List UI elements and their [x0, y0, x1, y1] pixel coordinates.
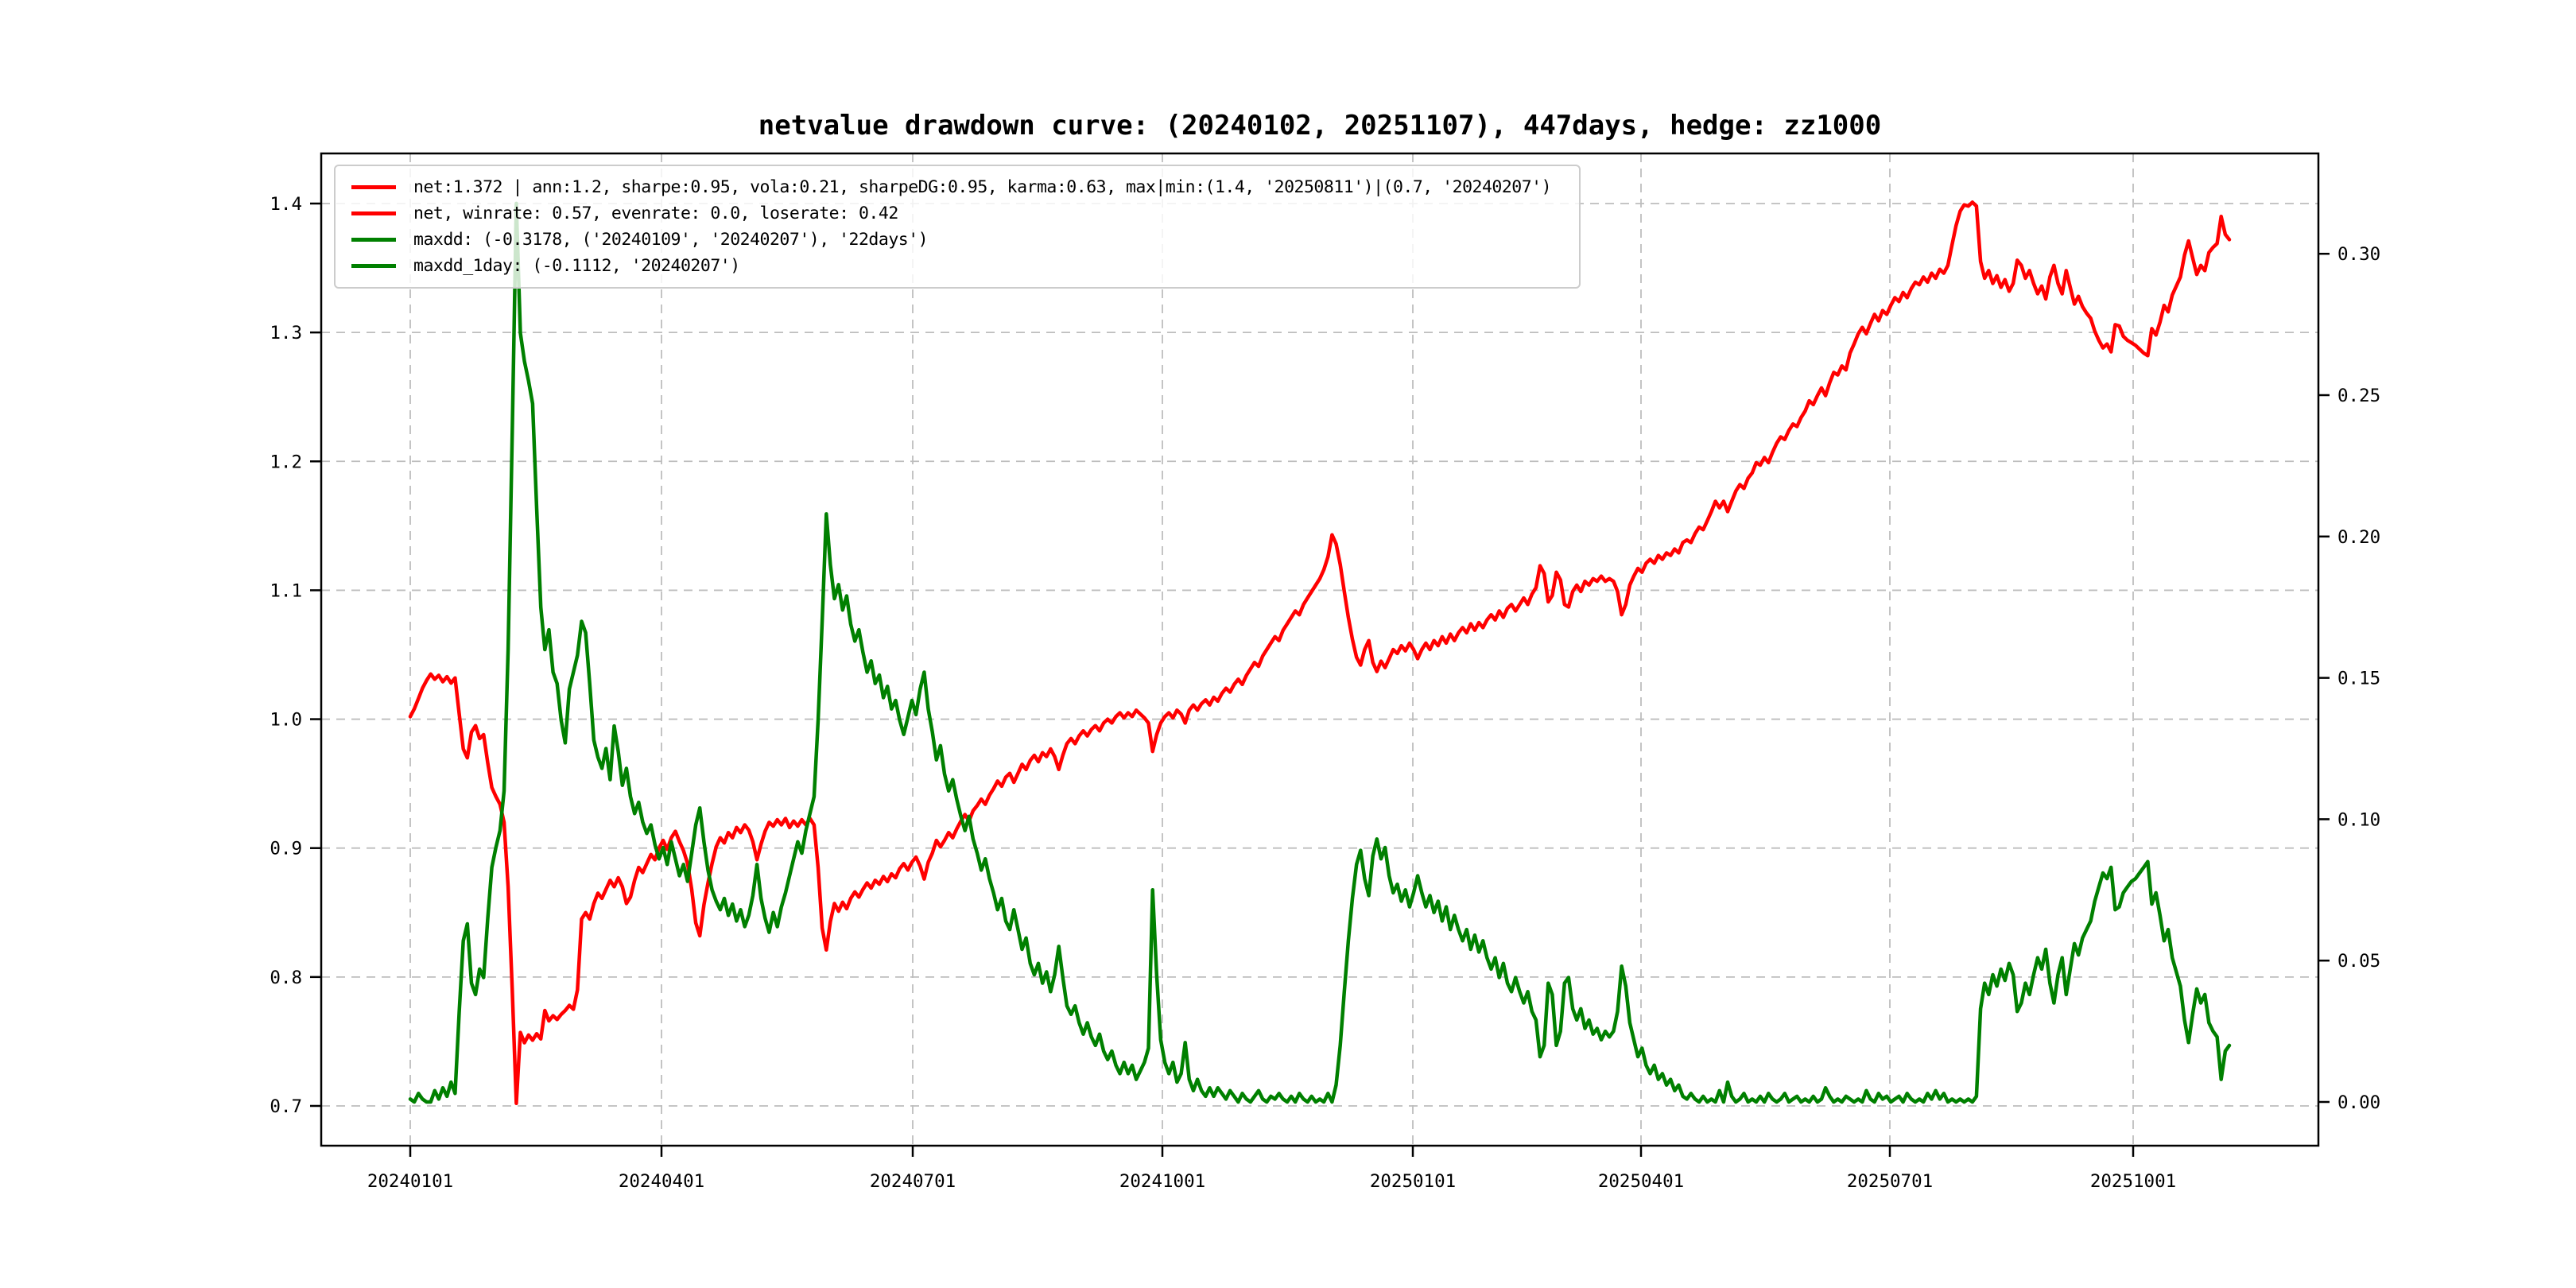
- x-tick-label: 20240701: [870, 1171, 956, 1192]
- y-left-tick-label: 1.1: [270, 580, 302, 601]
- plot-border: [320, 152, 2320, 1147]
- y-right-tick-label: 0.25: [2337, 386, 2380, 406]
- chart-title: netvalue drawdown curve: (20240102, 2025…: [758, 110, 1882, 142]
- legend-line-swatch: [351, 238, 396, 242]
- maxdd-line: [408, 201, 2232, 1104]
- legend-line-swatch: [351, 211, 396, 215]
- legend-label: net, winrate: 0.57, evenrate: 0.0, loser…: [413, 204, 898, 223]
- y-right-tick-label: 0.15: [2337, 669, 2380, 689]
- x-tick-label: 20250701: [1847, 1171, 1933, 1192]
- net-line: [408, 200, 2232, 1105]
- x-tick-label: 20250101: [1370, 1171, 1456, 1192]
- y-right-tick-label: 0.05: [2337, 951, 2380, 972]
- legend-row-3: maxdd_1day: (-0.1112, '20240207'): [336, 253, 1579, 279]
- y-right-tick-label: 0.20: [2337, 527, 2380, 548]
- y-right-tick-label: 0.30: [2337, 244, 2380, 265]
- y-right-tick-label: 0.00: [2337, 1092, 2380, 1113]
- x-tick-label: 20251001: [2090, 1171, 2176, 1192]
- legend-line-swatch: [351, 264, 396, 268]
- legend-label: maxdd_1day: (-0.1112, '20240207'): [413, 256, 740, 276]
- x-tick-label: 20240401: [619, 1171, 704, 1192]
- y-left-tick-label: 0.9: [270, 839, 302, 859]
- legend-label: net:1.372 | ann:1.2, sharpe:0.95, vola:0…: [413, 177, 1552, 197]
- y-left-tick-label: 1.2: [270, 452, 302, 472]
- y-left-tick-label: 0.8: [270, 968, 302, 988]
- legend-row-0: net:1.372 | ann:1.2, sharpe:0.95, vola:0…: [336, 174, 1579, 200]
- legend-label: maxdd: (-0.3178, ('20240109', '20240207'…: [413, 230, 929, 250]
- x-tick-label: 20250401: [1598, 1171, 1684, 1192]
- legend-row-1: net, winrate: 0.57, evenrate: 0.0, loser…: [336, 200, 1579, 227]
- y-left-tick-label: 1.3: [270, 323, 302, 343]
- y-left-tick-label: 0.7: [270, 1096, 302, 1117]
- y-left-tick-label: 1.4: [270, 194, 302, 215]
- x-tick-label: 20240101: [367, 1171, 453, 1192]
- legend-box: net:1.372 | ann:1.2, sharpe:0.95, vola:0…: [334, 165, 1581, 289]
- x-tick-label: 20241001: [1119, 1171, 1205, 1192]
- y-right-tick-label: 0.10: [2337, 809, 2380, 830]
- y-left-tick-label: 1.0: [270, 710, 302, 731]
- legend-row-2: maxdd: (-0.3178, ('20240109', '20240207'…: [336, 227, 1579, 253]
- legend-line-swatch: [351, 185, 396, 189]
